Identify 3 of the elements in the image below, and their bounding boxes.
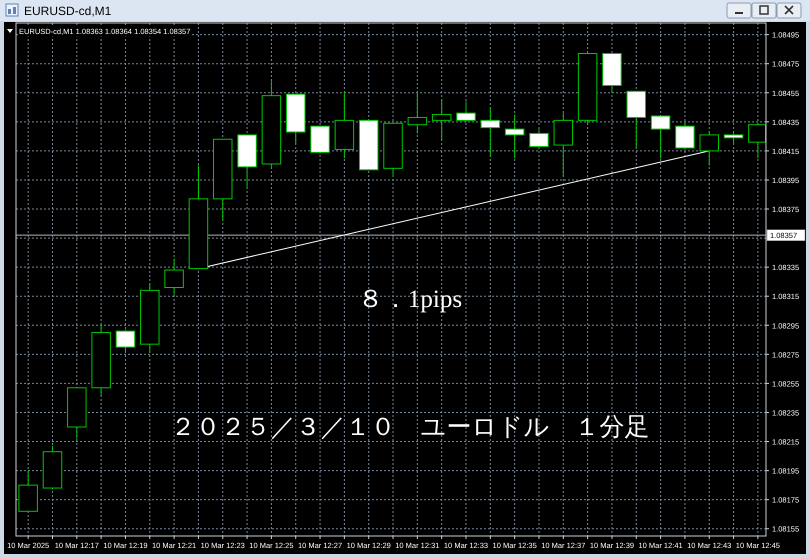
title: EURUSD-cd,M1 [24,4,112,18]
annotation: ２０２５／３／１０ ユーロドル １分足 [170,414,650,441]
annotation: ８．1pips [358,286,462,313]
